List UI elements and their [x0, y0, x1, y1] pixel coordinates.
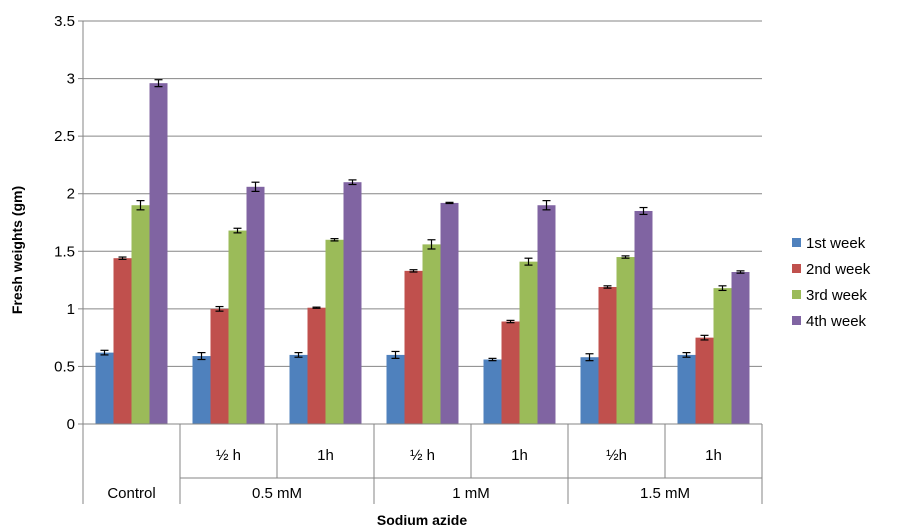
bars — [95, 79, 750, 425]
error-bar — [506, 319, 515, 324]
bar-2 — [113, 258, 132, 424]
error-bar — [639, 206, 648, 216]
bar-4 — [440, 202, 459, 424]
y-tick-label: 2 — [67, 186, 75, 203]
error-bar — [251, 181, 260, 193]
y-tick-label: 0.5 — [54, 358, 75, 375]
error-bar — [391, 350, 400, 359]
error-bar — [736, 270, 745, 274]
bar-2 — [210, 308, 229, 424]
group-label: 0.5 mM — [252, 485, 302, 502]
category-label: ½ h — [216, 447, 241, 464]
bar-4 — [731, 272, 750, 424]
error-bar — [524, 257, 533, 266]
error-bar — [197, 352, 206, 361]
legend-label: 1st week — [806, 235, 866, 252]
category-label: ½ h — [410, 447, 435, 464]
bar-3 — [616, 257, 635, 424]
bar-4 — [343, 182, 362, 424]
bar-1 — [386, 354, 405, 424]
error-bar — [488, 357, 497, 362]
bar-3 — [519, 261, 538, 424]
category-label: ½h — [606, 447, 627, 464]
legend-item: 2nd week — [792, 261, 871, 278]
error-bar — [215, 305, 224, 312]
error-bar — [409, 269, 418, 273]
error-bar — [621, 255, 630, 259]
category-label: 1h — [511, 447, 528, 464]
error-bar — [100, 349, 109, 356]
bar-4 — [149, 83, 168, 425]
y-tick-label: 3.5 — [54, 13, 75, 30]
legend: 1st week 2nd week 3rd week 4th week — [792, 235, 871, 330]
error-bar — [348, 179, 357, 186]
bar-2 — [307, 307, 326, 424]
legend-label: 3rd week — [806, 287, 867, 304]
category-label: 1h — [317, 447, 334, 464]
error-bar — [718, 285, 727, 292]
bar-4 — [537, 205, 556, 424]
error-bar — [294, 352, 303, 358]
legend-swatch — [792, 290, 801, 299]
legend-swatch — [792, 264, 801, 273]
bar-1 — [483, 359, 502, 424]
error-bar — [312, 306, 321, 309]
error-bar — [427, 239, 436, 250]
error-bar — [585, 353, 594, 362]
legend-item: 4th week — [792, 313, 867, 330]
legend-label: 2nd week — [806, 261, 871, 278]
error-bar — [330, 238, 339, 242]
category-label: 1h — [705, 447, 722, 464]
error-bar — [136, 200, 145, 211]
legend-swatch — [792, 238, 801, 247]
y-axis-ticks: 0 0.5 1 1.5 2 2.5 3 3.5 — [54, 13, 83, 433]
y-tick-label: 3 — [67, 71, 75, 88]
bar-4 — [246, 186, 265, 424]
y-tick-label: 1 — [67, 301, 75, 318]
axes — [82, 21, 762, 425]
x-axis-title: Sodium azide — [377, 512, 467, 528]
legend-swatch — [792, 316, 801, 325]
bar-4 — [634, 210, 653, 424]
bar-2 — [404, 270, 423, 424]
bar-2 — [598, 286, 617, 424]
group-label: 1.5 mM — [640, 485, 690, 502]
error-bar — [445, 201, 454, 205]
y-tick-label: 1.5 — [54, 243, 75, 260]
y-tick-label: 0 — [67, 416, 75, 433]
bar-3 — [713, 288, 732, 424]
bar-2 — [501, 321, 520, 424]
bar-3 — [422, 244, 441, 424]
error-bar — [154, 79, 163, 88]
bar-1 — [95, 352, 114, 424]
bar-1 — [289, 354, 308, 424]
error-bar — [603, 285, 612, 289]
legend-item: 3rd week — [792, 287, 867, 304]
group-label: 1 mM — [452, 485, 490, 502]
bar-1 — [580, 357, 599, 424]
error-bar — [542, 200, 551, 211]
error-bar — [233, 227, 242, 234]
bar-1 — [192, 356, 211, 424]
legend-label: 4th week — [806, 313, 867, 330]
bar-3 — [131, 205, 150, 424]
error-bar — [700, 334, 709, 341]
legend-item: 1st week — [792, 235, 866, 252]
y-axis-title: Fresh weights (gm) — [9, 186, 25, 314]
bar-3 — [228, 230, 247, 424]
bar-3 — [325, 239, 344, 424]
error-bar — [682, 352, 691, 358]
x-axis-labels: Control ½ h 1h 0.5 mM ½ h 1h 1 mM ½h 1h 1.5 mM — [82, 424, 763, 504]
error-bar — [118, 256, 127, 260]
bar-2 — [695, 337, 714, 424]
y-tick-label: 2.5 — [54, 128, 75, 145]
group-label: Control — [107, 485, 155, 502]
bar-1 — [677, 354, 696, 424]
